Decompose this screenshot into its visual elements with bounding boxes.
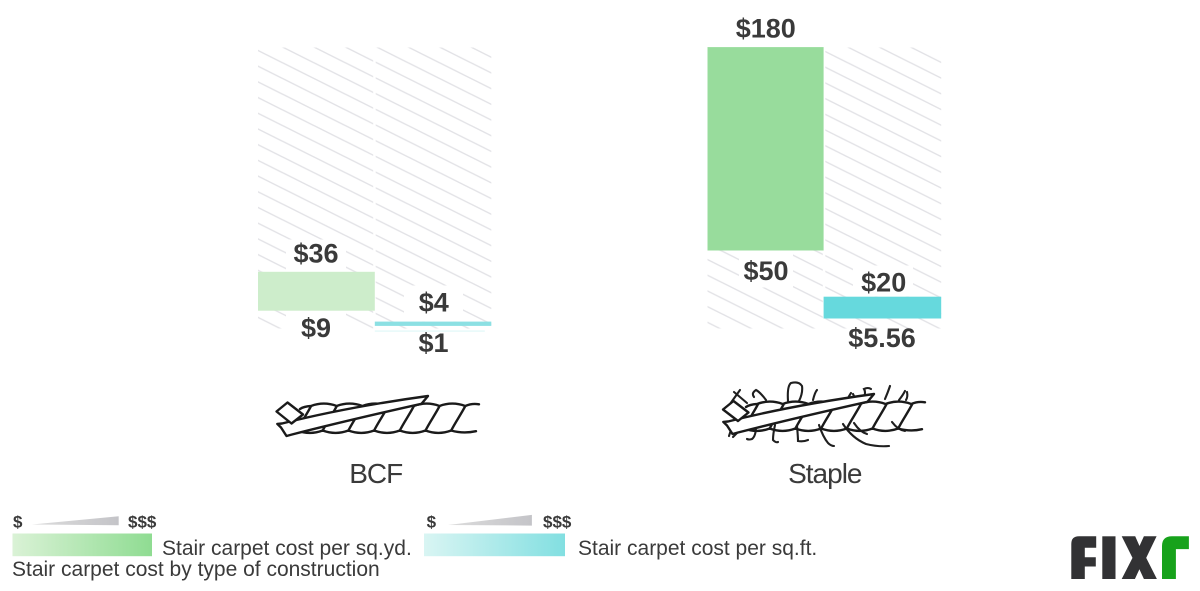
svg-text:$$$: $$$	[128, 512, 157, 531]
svg-text:Stair carpet cost by type of c: Stair carpet cost by type of constructio…	[12, 558, 380, 581]
svg-text:$9: $9	[301, 313, 331, 343]
svg-text:$180: $180	[736, 14, 796, 44]
svg-text:$: $	[427, 512, 437, 531]
svg-text:$4: $4	[419, 287, 449, 317]
svg-text:$: $	[13, 512, 23, 531]
svg-text:$5.56: $5.56	[848, 323, 916, 353]
svg-text:Staple: Staple	[788, 458, 862, 489]
svg-text:Stair carpet cost per sq.ft.: Stair carpet cost per sq.ft.	[578, 537, 817, 560]
svg-text:Stair carpet cost per sq.yd.: Stair carpet cost per sq.yd.	[162, 537, 412, 560]
svg-text:$1: $1	[418, 328, 448, 358]
svg-text:$$$: $$$	[543, 512, 572, 531]
svg-text:$50: $50	[743, 256, 788, 286]
svg-text:BCF: BCF	[349, 458, 402, 489]
svg-text:$36: $36	[293, 239, 338, 269]
svg-text:$20: $20	[861, 268, 906, 298]
